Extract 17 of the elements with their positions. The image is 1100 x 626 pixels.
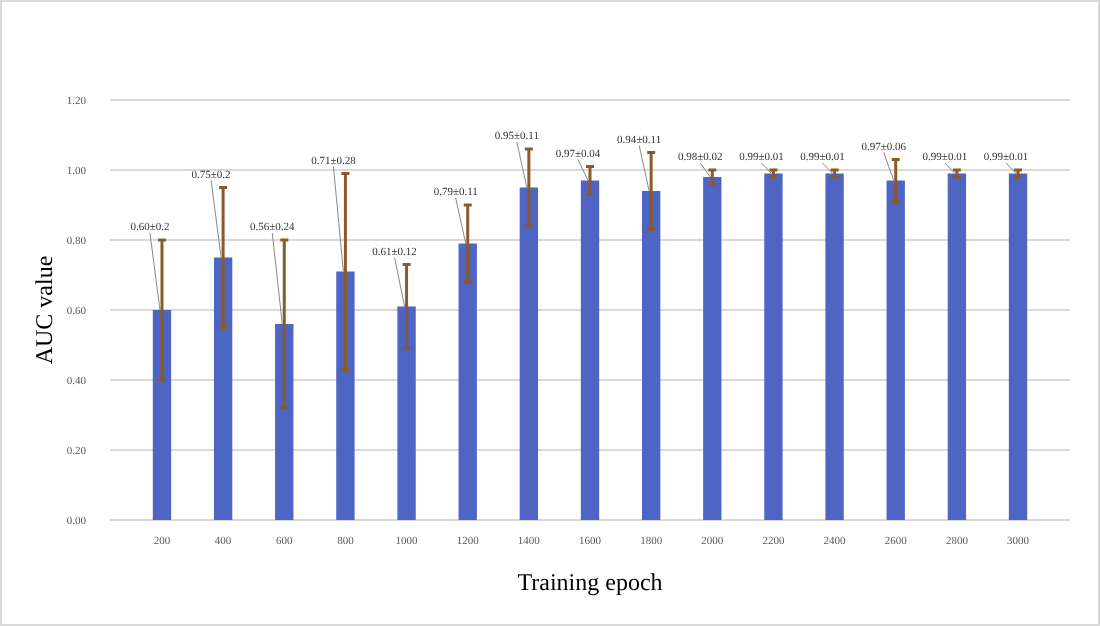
bar xyxy=(703,177,722,520)
bar xyxy=(152,310,172,520)
bar xyxy=(641,191,661,520)
bar xyxy=(825,173,844,520)
bar xyxy=(213,257,233,520)
bar xyxy=(764,173,783,520)
bar xyxy=(886,180,905,520)
bar xyxy=(947,173,967,520)
bar xyxy=(336,271,355,520)
bar xyxy=(275,324,294,520)
bar xyxy=(519,187,539,520)
bar xyxy=(580,180,600,520)
x-axis-title: Training epoch xyxy=(517,568,663,596)
y-axis-title: AUC value xyxy=(30,255,58,365)
bar xyxy=(1008,173,1028,520)
bar xyxy=(458,243,477,520)
bar xyxy=(397,306,416,520)
